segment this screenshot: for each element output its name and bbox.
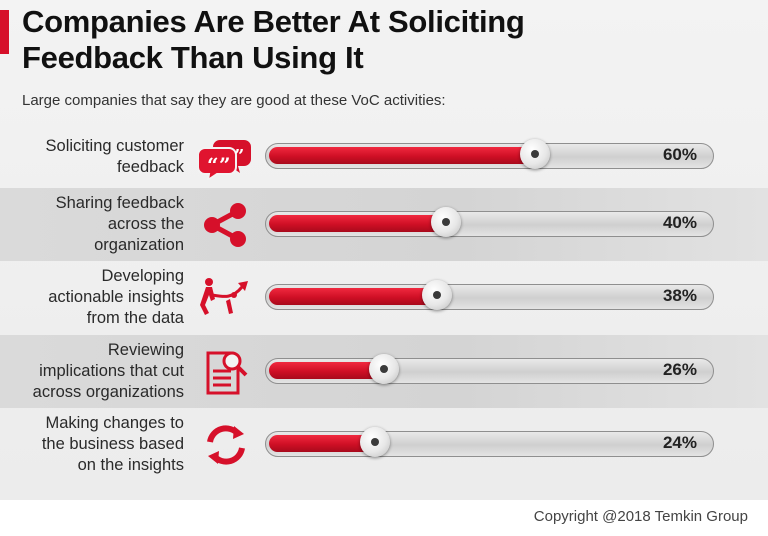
bar-row: Reviewing implications that cut across org… [0,335,768,408]
category-label-line: from the data [86,309,184,327]
category-label-line: Sharing feedback [55,194,184,212]
category-label-line: Developing [101,267,184,285]
value-label: 24% [662,433,697,452]
category-label: Making changes to the business based on th… [4,408,184,481]
title-line-1: Companies Are Better At Soliciting [22,4,525,39]
title-line-2: Feedback Than Using It [22,40,364,75]
bar-fill [269,147,535,164]
bar-track: 26% [265,354,714,384]
value-label: 60% [662,145,697,164]
bar-fill [269,215,446,232]
chart-title: Companies Are Better At Soliciting Feedb… [22,4,762,76]
bar-knob [431,207,461,237]
refresh-icon [198,422,254,468]
category-label: Sharing feedback across the organization [4,188,184,261]
category-label-line: across organizations [32,383,184,401]
share-icon [198,202,254,248]
bar-knob [422,280,452,310]
bar-fill [269,435,375,452]
bar-row: Developing actionable insights from the da… [0,261,768,334]
category-label-line: actionable insights [48,288,184,306]
bar-track: 24% [265,427,714,457]
bar-knob [369,354,399,384]
category-label-line: the business based [41,435,184,453]
category-label: Developing actionable insights from the da… [4,261,184,334]
bar-track: 38% [265,280,714,310]
category-label-line: feedback [117,157,184,176]
category-label-line: Soliciting customer [45,136,184,155]
bar-knob [520,139,550,169]
value-label: 26% [662,360,697,379]
bar-row: Soliciting customer feedback “”” 60% [0,120,768,193]
tug-of-war-icon [198,275,254,321]
category-label-line: Making changes to [45,414,184,432]
category-label: Soliciting customer feedback [4,120,184,193]
chart-subtitle: Large companies that say they are good a… [22,92,446,109]
svg-text:”: ” [219,153,231,177]
copyright-text: Copyright @2018 Temkin Group [533,508,748,525]
category-label-line: implications that cut [39,362,184,380]
bar-track: 60% [265,139,714,169]
category-label-line: Reviewing [107,341,184,359]
bar-row: Sharing feedback across the organization 40… [0,188,768,261]
value-label: 38% [662,286,697,305]
bar-fill [269,362,384,379]
svg-text:”: ” [234,146,244,167]
bar-knob [360,427,390,457]
document-search-icon [198,349,254,395]
category-label-line: across the [107,215,184,233]
category-label-line: organization [94,236,184,254]
category-label: Reviewing implications that cut across org… [4,335,184,408]
bar-row: Making changes to the business based on th… [0,408,768,481]
svg-text:“: “ [207,153,219,177]
bar-track: 40% [265,207,714,237]
value-label: 40% [662,213,697,232]
speech-bubbles-icon: “”” [197,134,254,183]
bar-fill [269,288,437,305]
title-accent-bar [0,10,9,54]
category-label-line: on the insights [77,456,184,474]
